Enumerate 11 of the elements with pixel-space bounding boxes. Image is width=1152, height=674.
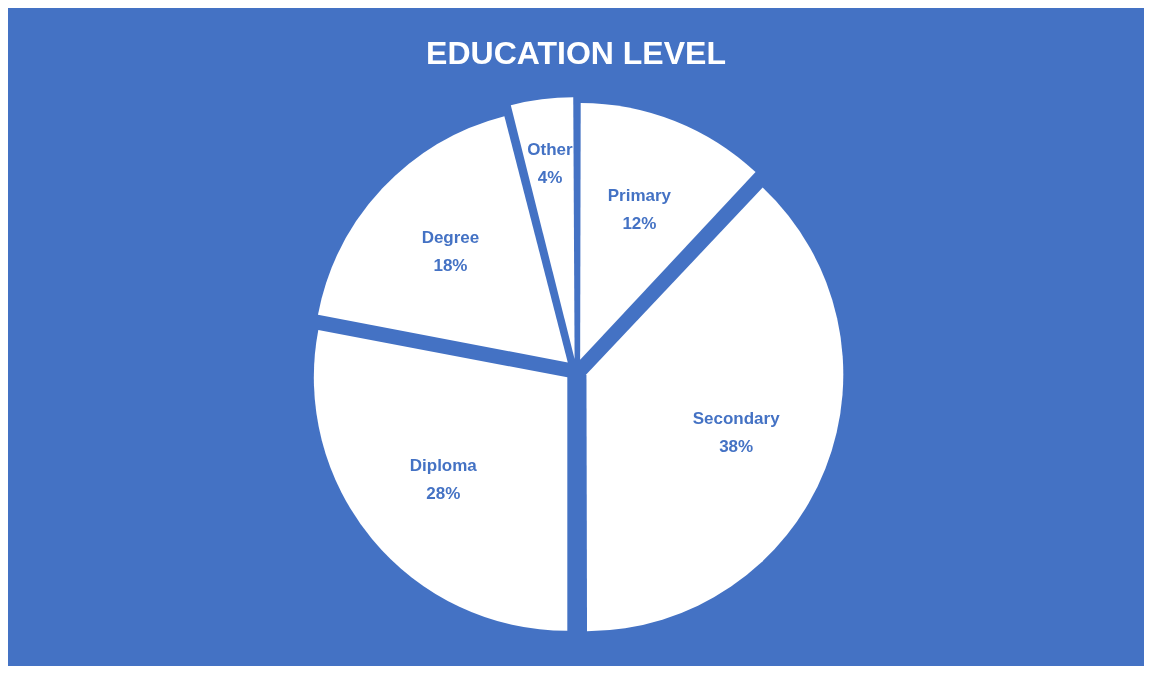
data-label: 38%: [719, 437, 754, 457]
data-label: 12%: [622, 213, 657, 233]
slice-label: Degree: [421, 227, 480, 247]
data-label: 28%: [426, 483, 461, 503]
slice-label: Primary: [607, 185, 672, 205]
slice-label: Secondary: [692, 409, 781, 429]
data-label: 4%: [537, 167, 563, 187]
slice-label: Diploma: [409, 455, 478, 475]
chart-title: EDUCATION LEVEL: [426, 35, 726, 72]
data-label: 18%: [433, 255, 468, 275]
slice-label: Other: [527, 139, 574, 159]
